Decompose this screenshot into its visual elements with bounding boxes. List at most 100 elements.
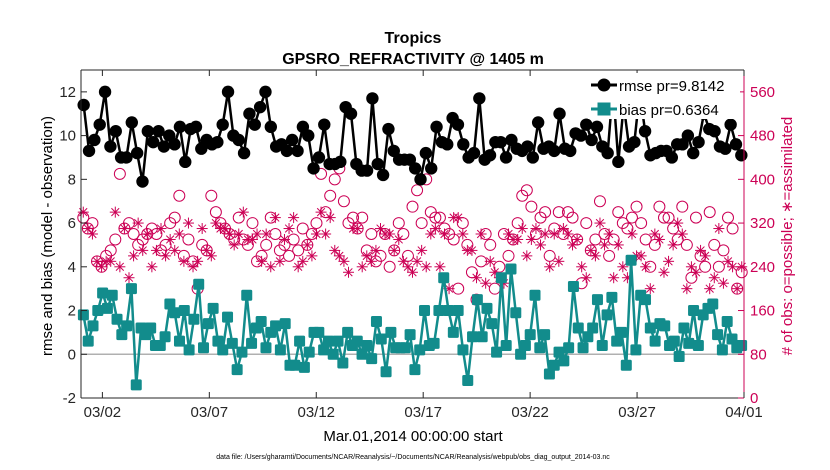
bias-point	[116, 329, 128, 341]
bias-point	[644, 322, 656, 334]
obs-assimilated-point	[685, 261, 697, 273]
rmse-point	[564, 144, 577, 158]
y-right-tick-label: 0	[750, 390, 758, 407]
rmse-point	[360, 164, 374, 177]
obs-assimilated-point	[457, 228, 469, 240]
rmse-point	[173, 120, 187, 134]
obs-assimilated-point	[338, 255, 350, 267]
obs-possible-point	[721, 211, 734, 224]
obs-assimilated-point	[603, 228, 615, 240]
rmse-point	[473, 92, 486, 105]
bias-point	[361, 340, 373, 352]
obs-possible-point	[433, 211, 446, 224]
rmse-point	[98, 85, 112, 99]
x-tick-label: 03/22	[511, 404, 549, 421]
obs-assimilated-point	[722, 255, 734, 267]
rmse-point	[189, 120, 203, 134]
bias-point	[202, 318, 214, 330]
bias-point	[303, 346, 315, 358]
bias-point	[596, 340, 608, 352]
obs-assimilated-point	[708, 272, 720, 284]
bias-point	[298, 361, 310, 373]
rmse-point	[574, 129, 588, 142]
obs-assimilated-point	[466, 244, 478, 256]
bias-point	[169, 307, 181, 319]
rmse-point	[371, 157, 384, 171]
bias-point	[668, 335, 680, 347]
obs-assimilated-point	[333, 250, 345, 262]
obs-possible-point	[680, 238, 693, 251]
y-tick-label: 4	[68, 259, 76, 276]
bias-point	[198, 342, 210, 354]
bias-point	[601, 309, 613, 321]
rmse-point	[221, 85, 235, 99]
obs-assimilated-point	[525, 233, 537, 245]
obs-assimilated-point	[663, 255, 675, 267]
obs-possible-point	[580, 217, 593, 230]
bias-point	[476, 331, 488, 343]
bias-point	[366, 353, 378, 365]
obs-possible-point	[593, 195, 606, 208]
bias-point	[193, 278, 205, 290]
obs-assimilated-point	[146, 261, 158, 273]
obs-assimilated-point	[681, 283, 693, 295]
bias-point	[587, 322, 599, 334]
data-file-footnote: data file: /Users/gharamti/Documents/NCA…	[216, 454, 610, 461]
bias-point	[188, 313, 200, 325]
obs-possible-point	[365, 228, 378, 240]
legend-bias-label: bias pr=0.6364	[619, 102, 719, 119]
rmse-point	[724, 118, 737, 131]
obs-possible-point	[502, 249, 515, 262]
obs-possible-point	[708, 238, 721, 251]
rmse-point	[179, 155, 192, 169]
obs-possible-point	[411, 184, 424, 197]
obs-assimilated-point	[717, 277, 729, 289]
obs-assimilated-point	[114, 261, 126, 273]
rmse-point	[457, 138, 470, 151]
rmse-point	[109, 125, 122, 138]
obs-assimilated-point	[512, 233, 524, 245]
bias-point	[548, 359, 560, 371]
x-axis-label: Mar.01,2014 00:00:00 start	[323, 428, 503, 445]
bias-point	[471, 294, 483, 306]
bias-point	[534, 342, 546, 354]
obs-assimilated-point	[667, 239, 679, 251]
rmse-point	[580, 118, 593, 131]
rmse-point	[665, 151, 679, 164]
bias-series	[77, 254, 748, 391]
legend-rmse-label: rmse pr=9.8142	[619, 78, 724, 95]
obs-assimilated-point	[402, 261, 414, 273]
obs-assimilated-point	[484, 255, 496, 267]
rmse-point	[264, 120, 278, 134]
bias-point	[77, 309, 89, 321]
y-axis-label: rmse and bias (model - observation)	[39, 116, 56, 356]
rmse-point	[414, 173, 427, 186]
obs-assimilated-point	[393, 233, 405, 245]
obs-assimilated-point	[228, 239, 240, 251]
obs-assimilated-point	[196, 223, 208, 235]
legend-rmse-marker	[597, 78, 611, 92]
bias-point	[443, 305, 455, 317]
obs-possible-point	[552, 206, 565, 219]
y-tick-label: 12	[59, 84, 76, 101]
bias-point	[683, 337, 695, 349]
obs-assimilated-point	[644, 283, 656, 295]
obs-assimilated-point	[690, 266, 702, 278]
bias-point	[591, 294, 603, 306]
obs-assimilated-point	[672, 217, 684, 229]
obs-assimilated-point	[553, 255, 565, 267]
plot-frame	[80, 69, 745, 399]
bias-point	[356, 348, 368, 360]
obs-possible-point	[246, 217, 259, 230]
rmse-point	[735, 149, 748, 162]
bias-point	[707, 298, 719, 310]
obs-assimilated-point	[407, 266, 418, 278]
rmse-point	[467, 146, 481, 160]
obs-possible-point	[717, 244, 730, 257]
rmse-point	[638, 125, 652, 138]
rmse-point	[729, 138, 743, 151]
bias-point	[567, 280, 579, 292]
obs-assimilated-point	[219, 223, 231, 235]
obs-possible-point	[383, 260, 396, 273]
axis-ticks: -2 0 2 4 6 8 10 12 0 80 160 240 320 400 480 560 03/02 03/…	[59, 70, 775, 421]
